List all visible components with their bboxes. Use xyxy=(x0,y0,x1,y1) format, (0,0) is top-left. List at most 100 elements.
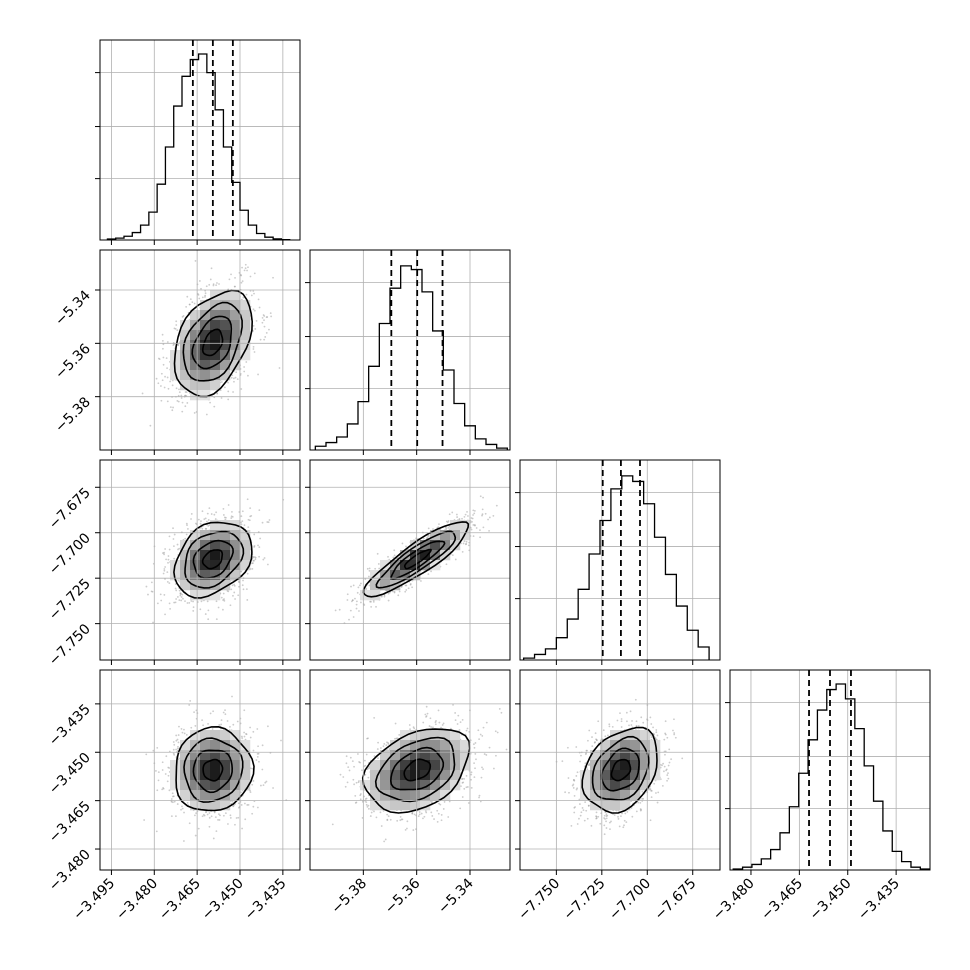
scatter-point xyxy=(224,713,227,716)
scatter-point xyxy=(156,789,159,792)
scatter-point xyxy=(470,771,473,774)
scatter-point xyxy=(163,569,166,572)
density-cell xyxy=(440,540,451,551)
scatter-point xyxy=(207,609,210,612)
panel-frame-3-0 xyxy=(99,669,301,871)
scatter-point xyxy=(156,746,159,749)
panel-frame-0-0 xyxy=(99,39,301,241)
scatter-point xyxy=(383,743,386,745)
scatter-point xyxy=(423,815,426,818)
density-cell xyxy=(390,580,401,591)
density-cell xyxy=(200,750,211,761)
scatter-point xyxy=(207,519,210,521)
density-cell xyxy=(230,290,241,301)
contour-level-2 xyxy=(184,530,245,589)
scatter-point xyxy=(370,605,373,608)
density-cell xyxy=(190,730,201,741)
scatter-point xyxy=(157,382,160,385)
panel-frame-2-0 xyxy=(99,459,301,661)
scatter-point xyxy=(147,593,149,596)
density-cell xyxy=(210,550,221,561)
scatter-point xyxy=(479,733,482,736)
density-cell xyxy=(190,790,201,801)
scatter-point xyxy=(249,515,252,518)
scatter-point xyxy=(465,729,468,732)
density-cell xyxy=(240,780,251,791)
density-cell xyxy=(210,330,221,341)
scatter-point xyxy=(170,815,173,818)
scatter-point xyxy=(481,766,483,769)
scatter-point xyxy=(454,719,457,722)
scatter-point xyxy=(479,800,482,803)
scatter-point xyxy=(401,542,404,545)
scatter-point xyxy=(245,293,248,296)
scatter-point xyxy=(177,741,180,744)
scatter-point xyxy=(183,811,185,814)
scatter-point xyxy=(220,723,223,726)
density-cell xyxy=(210,800,221,811)
scatter-point xyxy=(492,514,495,517)
scatter-point xyxy=(178,599,181,601)
scatter-point xyxy=(405,545,407,548)
density-cell xyxy=(210,760,221,771)
scatter-point xyxy=(364,578,367,581)
scatter-point xyxy=(473,776,476,778)
panel-frame-2-2 xyxy=(519,459,721,661)
scatter-point xyxy=(265,316,268,319)
density-cell xyxy=(170,770,181,781)
scatter-point xyxy=(246,572,249,575)
scatter-point xyxy=(230,376,233,379)
scatter-point xyxy=(232,594,234,597)
scatter-point xyxy=(244,263,247,266)
scatter-point xyxy=(238,580,240,583)
scatter-point xyxy=(443,801,446,803)
scatter-point xyxy=(251,562,253,565)
density-cell xyxy=(380,570,391,581)
scatter-point xyxy=(205,811,207,814)
scatter-point xyxy=(495,754,497,757)
scatter-point xyxy=(200,287,202,290)
density-cell xyxy=(390,560,401,571)
density-cell xyxy=(210,780,221,791)
scatter-point xyxy=(374,567,377,570)
scatter-point xyxy=(454,712,457,714)
scatter-point xyxy=(370,811,373,814)
x-tick-label: −3.465 xyxy=(156,876,204,924)
scatter-point xyxy=(178,725,180,728)
scatter-point xyxy=(183,840,185,842)
scatter-point xyxy=(348,769,351,772)
scatter-point xyxy=(175,589,178,592)
scatter-point xyxy=(368,567,371,570)
scatter-point xyxy=(425,705,428,708)
scatter-point xyxy=(181,315,184,318)
scatter-point xyxy=(272,276,274,279)
scatter-point xyxy=(261,744,264,747)
density-cell xyxy=(190,770,201,781)
scatter-point xyxy=(222,507,225,510)
density-cell xyxy=(190,750,201,761)
scatter-point xyxy=(494,730,497,733)
scatter-point xyxy=(143,819,146,821)
scatter-point xyxy=(198,527,201,530)
scatter-point xyxy=(427,527,430,530)
density-cell xyxy=(210,340,221,351)
scatter-point xyxy=(467,802,470,804)
scatter-point xyxy=(209,278,212,281)
scatter-point xyxy=(240,521,242,524)
scatter-point xyxy=(261,316,264,319)
density-cell xyxy=(410,570,421,581)
scatter-point xyxy=(188,601,191,604)
scatter-point xyxy=(430,726,433,728)
scatter-point xyxy=(177,394,180,397)
scatter-point xyxy=(474,767,476,770)
scatter-point xyxy=(240,735,243,738)
scatter-point xyxy=(442,808,445,810)
scatter-point xyxy=(167,774,170,777)
density-cell xyxy=(190,310,201,321)
scatter-point xyxy=(209,712,212,715)
scatter-point xyxy=(440,819,443,822)
contour-level-0 xyxy=(201,328,224,357)
scatter-point xyxy=(472,509,475,512)
scatter-point xyxy=(167,558,170,561)
scatter-point xyxy=(406,820,409,823)
